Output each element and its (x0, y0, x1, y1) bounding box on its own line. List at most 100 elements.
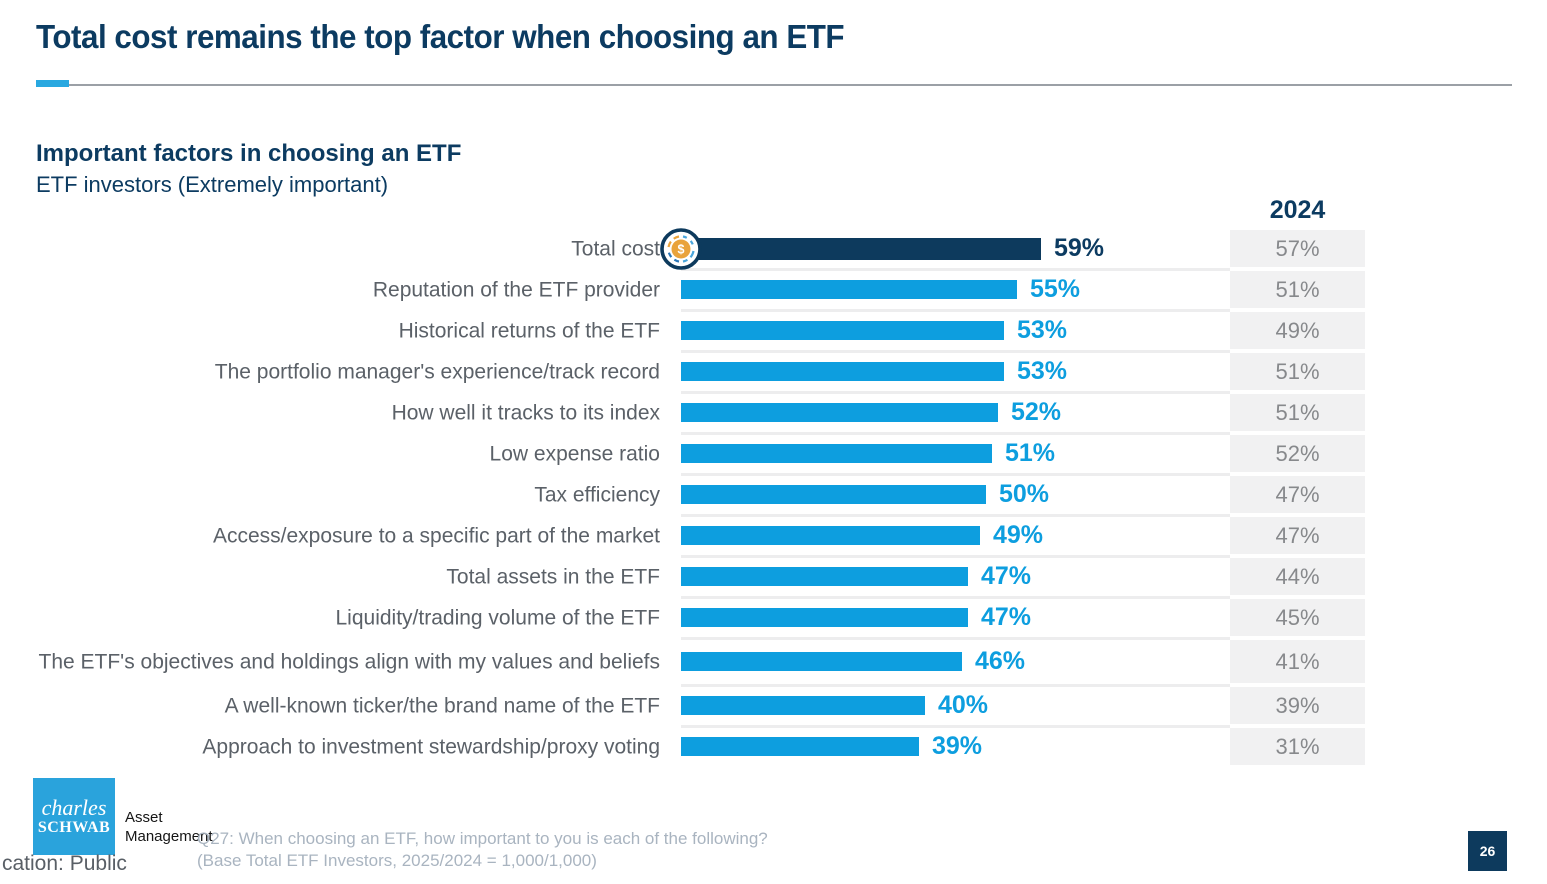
bar-track: 47% (681, 556, 1031, 597)
category-label: Total cost (571, 237, 660, 260)
category-label: Liquidity/trading volume of the ETF (335, 606, 661, 629)
bar-track: $59% (660, 227, 1105, 270)
category-label: A well-known ticker/the brand name of th… (224, 694, 660, 717)
prior-year-value: 51% (1230, 353, 1365, 390)
bar (681, 652, 962, 671)
category-label: Approach to investment stewardship/proxy… (202, 735, 660, 758)
prior-year-value: 39% (1230, 687, 1365, 724)
chart-row: The ETF's objectives and holdings align … (0, 638, 1547, 687)
logo-unit-line1: Asset (125, 809, 163, 826)
chart-row: The portfolio manager's experience/track… (0, 351, 1547, 394)
classification-label: cation: Public (2, 852, 127, 875)
category-label: Total assets in the ETF (446, 565, 660, 588)
value-label: 50% (999, 480, 1050, 508)
charles-schwab-logo: charles SCHWAB (33, 778, 115, 855)
title-accent-bar (36, 80, 69, 87)
svg-text:$: $ (678, 242, 685, 256)
bar-track: 47% (681, 597, 1031, 638)
prior-year-value: 51% (1230, 394, 1365, 431)
row-separator (681, 683, 1230, 687)
value-label: 47% (981, 603, 1032, 631)
page-number-badge: 26 (1468, 831, 1507, 871)
prior-year-value: 51% (1230, 271, 1365, 308)
bar (681, 321, 1004, 340)
bar (681, 403, 998, 422)
value-label: 52% (1011, 398, 1062, 426)
bar-chart: Total cost $59% 57% Reputation of the ETF p… (0, 227, 1547, 767)
prior-year-value: 44% (1230, 558, 1365, 595)
logo-brand-schwab: SCHWAB (37, 818, 111, 836)
chart-subtitle: ETF investors (Extremely important) (36, 172, 389, 197)
bar-track: 52% (681, 392, 1061, 433)
value-label: 49% (993, 521, 1044, 549)
bar-track: 40% (681, 685, 988, 726)
category-label: Historical returns of the ETF (398, 319, 660, 342)
logo-unit-line2: Management (125, 828, 213, 845)
bar-track: 39% (681, 726, 982, 767)
logo-brand-charles: charles (41, 794, 107, 820)
row-separator (681, 390, 1230, 394)
prior-year-value: 49% (1230, 312, 1365, 349)
value-label: 59% (1054, 234, 1105, 262)
prior-year-value: 47% (1230, 476, 1365, 513)
row-separator (681, 267, 1230, 271)
category-label: Tax efficiency (534, 483, 660, 506)
value-label: 40% (938, 691, 989, 719)
row-separator (681, 472, 1230, 476)
page-number: 26 (1479, 843, 1496, 859)
row-separator (681, 554, 1230, 558)
chart-row: Historical returns of the ETF 53% 49% (0, 310, 1547, 353)
chart-row: Reputation of the ETF provider 55% 51% (0, 269, 1547, 312)
chart-row: Access/exposure to a specific part of th… (0, 515, 1547, 558)
row-separator (681, 431, 1230, 435)
value-label: 47% (981, 562, 1032, 590)
prior-year-value: 45% (1230, 599, 1365, 636)
value-label: 55% (1030, 275, 1081, 303)
prior-year-value: 57% (1230, 230, 1365, 267)
chart-row: Tax efficiency 50% 47% (0, 474, 1547, 517)
row-separator (681, 636, 1230, 640)
bar (681, 567, 968, 586)
footnote: Q27: When choosing an ETF, how important… (197, 828, 768, 872)
category-label: How well it tracks to its index (391, 401, 660, 424)
prior-year-column-header: 2024 (1269, 196, 1326, 224)
bar (681, 485, 986, 504)
row-separator (681, 513, 1230, 517)
value-label: 53% (1017, 316, 1068, 344)
bar-track: 55% (681, 269, 1080, 310)
category-label: Access/exposure to a specific part of th… (212, 524, 660, 547)
value-label: 51% (1005, 439, 1056, 467)
bar-track: 51% (681, 433, 1055, 474)
chart-row: Low expense ratio 51% 52% (0, 433, 1547, 476)
value-label: 46% (975, 647, 1026, 675)
chart-title: Important factors in choosing an ETF (36, 140, 462, 167)
bar (681, 444, 992, 463)
category-label: The portfolio manager's experience/track… (214, 360, 660, 383)
bar (681, 280, 1017, 299)
bar (681, 737, 919, 756)
prior-year-value: 31% (1230, 728, 1365, 765)
title-divider (36, 84, 1512, 86)
footnote-line1: Q27: When choosing an ETF, how important… (197, 829, 768, 848)
category-label: The ETF's objectives and holdings align … (38, 650, 661, 673)
bar-track: 53% (681, 351, 1067, 392)
bar (681, 696, 925, 715)
prior-year-value: 47% (1230, 517, 1365, 554)
slide-title: Total cost remains the top factor when c… (36, 18, 845, 55)
row-separator (681, 308, 1230, 312)
chart-row: How well it tracks to its index 52% 51% (0, 392, 1547, 435)
bar (681, 608, 968, 627)
value-label: 39% (932, 732, 983, 760)
bar-track: 46% (681, 638, 1025, 685)
row-separator (681, 595, 1230, 599)
chart-row: Total assets in the ETF 47% 44% (0, 556, 1547, 599)
row-separator (681, 349, 1230, 353)
prior-year-value: 52% (1230, 435, 1365, 472)
dollar-coin-icon: $ (660, 227, 702, 270)
bar-track: 50% (681, 474, 1049, 515)
bar-track: 53% (681, 310, 1067, 351)
value-label: 53% (1017, 357, 1068, 385)
chart-row: Liquidity/trading volume of the ETF 47% 45… (0, 597, 1547, 640)
footnote-line2: (Base Total ETF Investors, 2025/2024 = 1… (197, 851, 597, 870)
